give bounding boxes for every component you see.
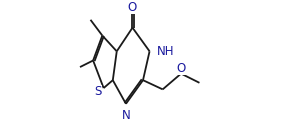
Text: O: O [128, 1, 137, 15]
Text: N: N [122, 109, 130, 122]
Text: O: O [176, 62, 186, 75]
Text: S: S [94, 85, 102, 98]
Text: NH: NH [157, 45, 174, 58]
